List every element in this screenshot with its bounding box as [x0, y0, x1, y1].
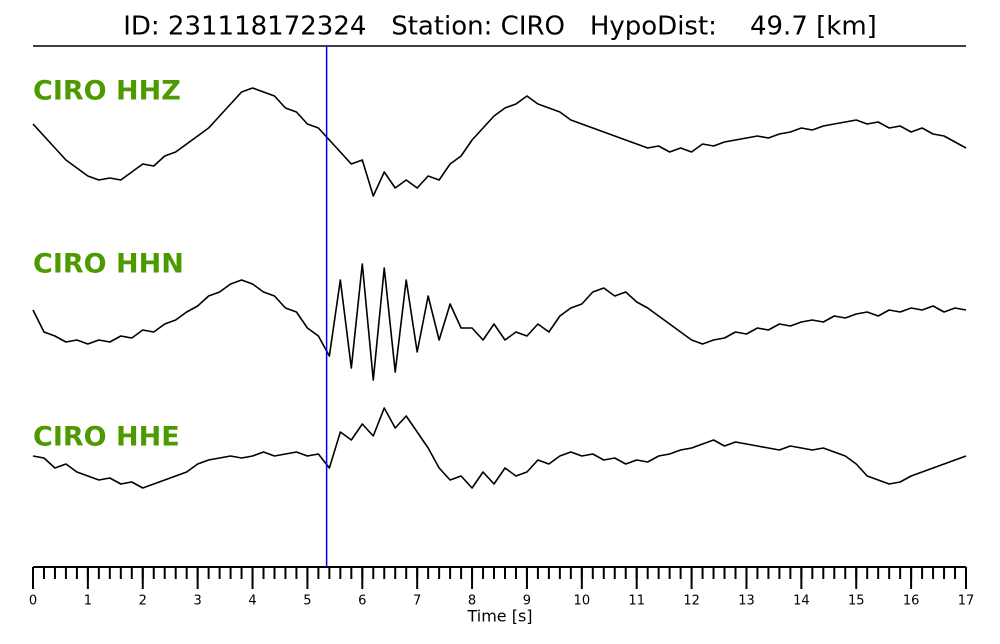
- x-axis-label: Time [s]: [466, 607, 532, 626]
- x-tick-label: 12: [683, 594, 700, 609]
- x-tick-label: 1: [84, 594, 92, 609]
- waveform: [32, 407, 967, 489]
- waveform: [32, 263, 967, 381]
- x-tick-label: 10: [574, 594, 591, 609]
- x-tick-label: 14: [793, 594, 810, 609]
- trace-label: CIRO HHN: [33, 249, 184, 280]
- x-tick-label: 9: [523, 594, 531, 609]
- x-tick-label: 3: [194, 594, 202, 609]
- x-tick-label: 2: [139, 594, 147, 609]
- waveform: [32, 87, 967, 197]
- x-tick-label: 4: [248, 594, 256, 609]
- x-tick-label: 16: [903, 594, 920, 609]
- x-tick-label: 6: [358, 594, 366, 609]
- chart-title: ID: 231118172324 Station: CIRO HypoDist:…: [123, 12, 877, 42]
- x-tick-label: 11: [628, 594, 645, 609]
- x-tick-label: 0: [29, 594, 37, 609]
- x-tick-label: 7: [413, 594, 421, 609]
- x-tick-label: 8: [468, 594, 476, 609]
- x-tick-label: 17: [958, 594, 975, 609]
- x-tick-label: 15: [848, 594, 865, 609]
- trace-label: CIRO HHZ: [33, 76, 181, 107]
- trace-label: CIRO HHE: [33, 422, 180, 453]
- x-tick-label: 5: [303, 594, 311, 609]
- x-tick-label: 13: [738, 594, 755, 609]
